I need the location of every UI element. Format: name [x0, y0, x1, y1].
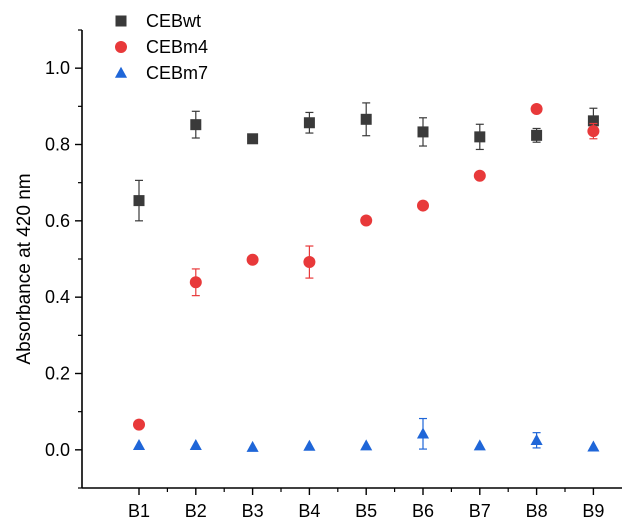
data-point-cebm7 — [189, 438, 202, 450]
legend-marker-cebm7 — [114, 66, 128, 78]
data-point-cebm4 — [530, 103, 543, 116]
data-point-cebm4 — [360, 214, 373, 227]
axes: 0.0 0.2 0.4 0.6 0.8 1.0 B1 B2 B3 B4 B5 B6 B7 B8 B9 — [45, 29, 622, 521]
data-marks — [132, 102, 600, 452]
data-point-cebm4 — [133, 418, 145, 431]
x-tick-label: B9 — [582, 501, 604, 521]
x-tick-label: B3 — [242, 501, 264, 521]
data-point-cebwt — [133, 195, 145, 207]
x-tick-label: B4 — [298, 501, 320, 521]
series-cebwt — [133, 102, 599, 222]
data-point-cebm7 — [416, 427, 430, 439]
data-point-cebm4 — [189, 276, 202, 289]
data-point-cebm4 — [246, 253, 259, 266]
x-tick-label: B2 — [185, 501, 207, 521]
y-tick-label: 0.8 — [45, 135, 70, 155]
y-tick-label: 1.0 — [45, 58, 70, 78]
data-point-cebm7 — [473, 439, 486, 451]
data-point-cebm4 — [303, 256, 316, 269]
data-point-cebm7 — [246, 440, 259, 452]
series-cebm4 — [133, 103, 600, 431]
data-point-cebm7 — [587, 440, 600, 452]
data-point-cebm7 — [530, 434, 543, 445]
data-point-cebwt — [587, 115, 599, 127]
y-tick-label: 0.0 — [45, 440, 70, 460]
data-point-cebm4 — [417, 199, 429, 212]
legend-label: CEBm7 — [146, 63, 208, 83]
x-tick-label: B6 — [412, 501, 434, 521]
data-point-cebwt — [531, 129, 543, 141]
data-point-cebwt — [247, 133, 259, 145]
data-point-cebm7 — [360, 439, 373, 451]
x-tick-label: B7 — [469, 501, 491, 521]
x-tick-label: B1 — [128, 501, 150, 521]
data-point-cebwt — [190, 119, 202, 131]
legend-label: CEBwt — [146, 11, 201, 31]
data-point-cebm7 — [132, 438, 146, 450]
legend-marker-cebwt — [115, 15, 127, 27]
data-point-cebm4 — [587, 125, 600, 138]
x-tick-label: B5 — [355, 501, 377, 521]
data-point-cebwt — [360, 113, 372, 125]
legend: CEBwt CEBm4 CEBm7 — [114, 11, 208, 83]
x-tick-label: B8 — [526, 501, 548, 521]
data-point-cebm4 — [473, 169, 486, 182]
data-point-cebm7 — [303, 439, 316, 451]
y-tick-label: 0.6 — [45, 211, 70, 231]
data-point-cebwt — [303, 117, 315, 129]
y-tick-label: 0.2 — [45, 364, 70, 384]
legend-label: CEBm4 — [146, 37, 208, 57]
legend-marker-cebm4 — [115, 41, 127, 53]
y-tick-label: 0.4 — [45, 287, 70, 307]
data-point-cebwt — [474, 131, 486, 143]
y-axis-title: Absorbance at 420 nm — [14, 173, 35, 364]
data-point-cebwt — [417, 126, 429, 138]
series-cebm7 — [132, 417, 600, 452]
